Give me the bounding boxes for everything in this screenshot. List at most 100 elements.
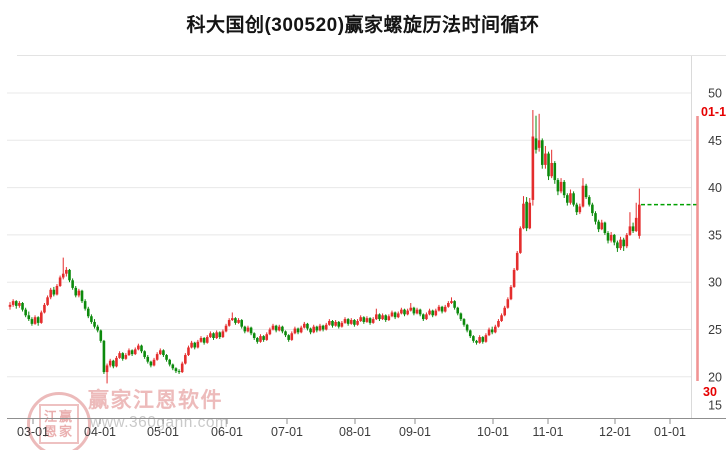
x-axis-label: 04-01 (84, 425, 116, 439)
cycle-count-label: 30 (703, 385, 717, 399)
candle-body (390, 312, 394, 317)
candle-body (375, 314, 378, 320)
candle-body (284, 331, 287, 336)
candle-body (36, 317, 40, 323)
candle-body (562, 181, 566, 196)
candle-body (58, 277, 62, 286)
candle-body (468, 330, 472, 337)
candle-body (450, 301, 453, 304)
candle-body (490, 329, 494, 333)
candle-body (321, 325, 325, 330)
candle-body (625, 234, 629, 247)
seal-row-1: 江赢 (43, 409, 74, 424)
candle-body (140, 345, 143, 352)
candle-body (628, 226, 632, 235)
candle-body (46, 297, 49, 305)
candle-body (65, 269, 68, 274)
candle-body (324, 324, 328, 330)
candle-body (594, 213, 597, 222)
cycle-date-label: 01-1 (701, 105, 726, 119)
candle-body (137, 345, 140, 350)
candle-body (218, 332, 222, 338)
candle-body (531, 136, 535, 200)
candle-body (528, 202, 532, 229)
candle-body (512, 269, 516, 287)
candle-body (359, 317, 362, 321)
candle-body (409, 307, 413, 311)
candle-body (240, 320, 243, 327)
candle-body (14, 301, 18, 306)
candle-body (237, 320, 240, 323)
candle-body (105, 365, 109, 373)
candle-body (234, 318, 237, 323)
candle-body (447, 303, 450, 307)
candle-body (209, 333, 212, 338)
candle-body (343, 319, 347, 323)
candle-body (202, 338, 206, 343)
candle-body (434, 310, 438, 316)
candle-body (112, 360, 115, 367)
x-axis-label: 06-01 (211, 425, 243, 439)
candle-body (421, 314, 425, 320)
candle-body (387, 316, 391, 321)
candle-body (453, 301, 456, 308)
candle-body (168, 359, 171, 365)
candle-body (475, 340, 478, 343)
x-axis-label: 01-01 (654, 425, 686, 439)
candle-body (591, 204, 594, 214)
candle-body (306, 323, 309, 329)
candle-body (349, 320, 353, 324)
x-axis-label: 12-01 (599, 425, 631, 439)
candle-body (381, 315, 384, 320)
candle-body (506, 299, 510, 308)
candle-body (177, 371, 181, 373)
x-axis-label: 09-01 (399, 425, 431, 439)
y-axis-label: 25 (708, 323, 722, 337)
candle-body (227, 320, 231, 326)
candle-body (525, 201, 528, 229)
candle-body (80, 290, 84, 302)
candle-body (484, 335, 488, 342)
candle-body (212, 333, 215, 339)
candle-body (581, 185, 585, 207)
candle-body (293, 328, 297, 334)
candle-body (271, 325, 275, 330)
y-axis-label: 35 (708, 228, 722, 242)
candle-body (368, 318, 372, 323)
candle-body (459, 313, 463, 320)
candle-body (215, 332, 218, 339)
candle-body (400, 309, 403, 314)
candle-body (299, 327, 303, 333)
candle-body (462, 319, 466, 325)
candle-body (205, 337, 209, 343)
candle-body (634, 217, 638, 232)
candle-body (184, 355, 187, 364)
candle-body (396, 313, 400, 318)
candle-body (578, 206, 582, 213)
candle-body (180, 363, 184, 373)
x-axis-label: 11-01 (532, 425, 563, 439)
candle-body (353, 320, 356, 325)
candle-body (277, 326, 281, 331)
y-axis-label: 50 (708, 87, 722, 101)
candle-body (440, 306, 444, 312)
candle-body (86, 308, 90, 317)
candle-body (290, 333, 294, 340)
candle-body (537, 140, 541, 148)
candle-body (519, 228, 522, 253)
candle-body (328, 320, 331, 325)
candle-body (631, 226, 635, 232)
candle-body (334, 321, 337, 326)
candle-body (371, 319, 375, 323)
candle-body (315, 326, 319, 331)
candle-body (540, 140, 544, 165)
candle-body (187, 347, 190, 356)
candle-body (190, 342, 193, 348)
candle-body (612, 234, 616, 243)
candle-body (158, 350, 162, 355)
candle-body (403, 309, 406, 315)
candle-body (83, 301, 87, 309)
candle-body (503, 307, 506, 316)
candle-body (115, 357, 118, 367)
